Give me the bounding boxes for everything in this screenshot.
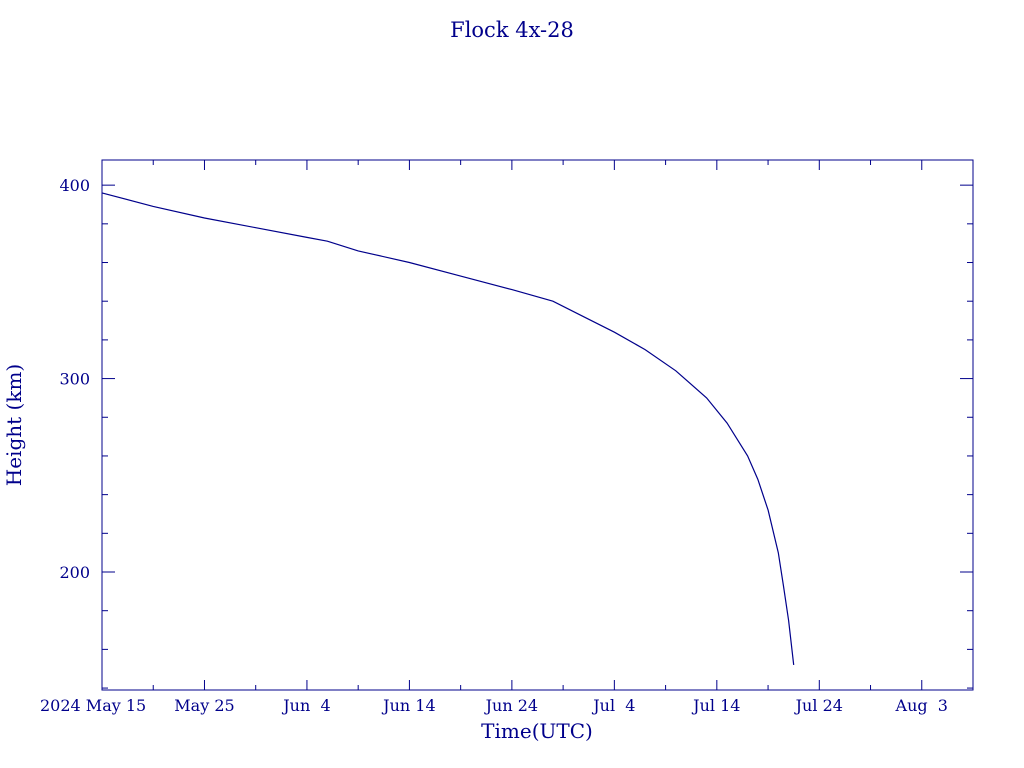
chart-title: Flock 4x-28 bbox=[450, 18, 574, 42]
x-tick-labels: 2024 May 15 May 25 Jun 4 Jun 14 Jun 24 Jul 4 J… bbox=[40, 696, 948, 715]
axis-ticks bbox=[101, 160, 974, 690]
x-tick-label: May 25 bbox=[174, 696, 234, 715]
height-series-line bbox=[101, 192, 795, 665]
x-tick-label: Jul 24 bbox=[794, 696, 843, 715]
y-tick-labels: 200 300 400 bbox=[59, 176, 90, 582]
x-tick-label: 2024 May 15 bbox=[40, 696, 146, 715]
x-tick-label: Jun 24 bbox=[484, 696, 538, 715]
y-tick-label: 200 bbox=[59, 563, 90, 582]
x-tick-label: Jul 14 bbox=[691, 696, 740, 715]
y-axis-label: Height (km) bbox=[2, 364, 26, 486]
x-tick-label: Aug 3 bbox=[895, 696, 948, 715]
x-tick-label: Jul 4 bbox=[591, 696, 635, 715]
x-axis-label: Time(UTC) bbox=[481, 719, 593, 743]
x-tick-label: Jun 14 bbox=[381, 696, 435, 715]
y-tick-label: 400 bbox=[59, 176, 90, 195]
x-tick-label: Jun 4 bbox=[281, 696, 330, 715]
y-tick-label: 300 bbox=[59, 370, 90, 389]
plot-frame bbox=[101, 159, 974, 691]
